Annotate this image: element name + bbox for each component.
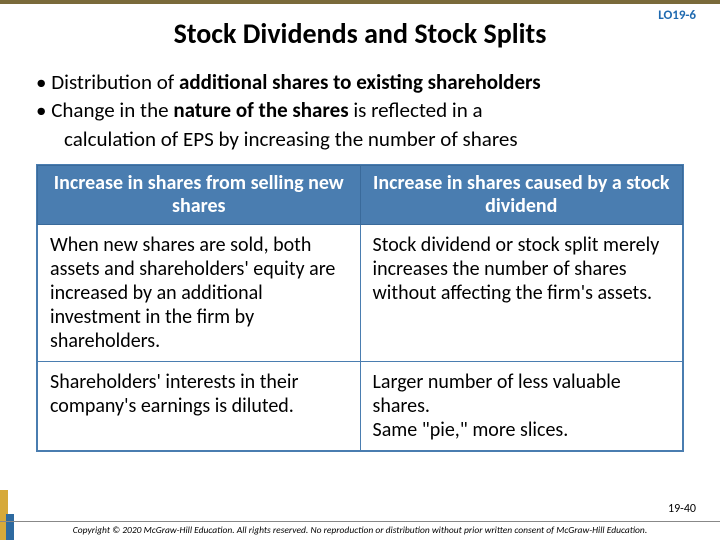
- bullet-2-prefix: • Change in the: [36, 97, 173, 123]
- bullet-2-suffix: is reflected in a: [349, 97, 483, 123]
- table-row: Shareholders' interests in their company…: [38, 361, 683, 450]
- table-cell-r2c2: Larger number of less valuable shares. S…: [360, 361, 683, 450]
- copyright-text: Copyright © 2020 McGraw-Hill Education. …: [0, 521, 720, 536]
- page-number: 19-40: [668, 502, 696, 516]
- bullet-list: • Distribution of additional shares to e…: [0, 61, 720, 164]
- top-border: [0, 0, 720, 4]
- table-header-2: Increase in shares caused by a stock div…: [360, 165, 683, 224]
- comparison-table: Increase in shares from selling new shar…: [36, 164, 684, 452]
- table-cell-r2c1: Shareholders' interests in their company…: [38, 361, 361, 450]
- table-row: When new shares are sold, both assets an…: [38, 224, 683, 361]
- bullet-1-prefix: • Distribution of: [36, 69, 179, 95]
- bullet-2: • Change in the nature of the shares is …: [36, 97, 684, 123]
- table-header-1: Increase in shares from selling new shar…: [38, 165, 361, 224]
- table-cell-r1c1: When new shares are sold, both assets an…: [38, 224, 361, 361]
- bullet-1: • Distribution of additional shares to e…: [36, 69, 684, 95]
- page-title: Stock Dividends and Stock Splits: [0, 0, 720, 61]
- bullet-2-cont: calculation of EPS by increasing the num…: [36, 126, 684, 152]
- bullet-2-bold: nature of the shares: [173, 97, 348, 123]
- slide: LO19-6 Stock Dividends and Stock Splits …: [0, 0, 720, 540]
- bullet-1-bold: additional shares to existing shareholde…: [179, 69, 541, 95]
- learning-objective: LO19-6: [658, 8, 696, 23]
- table-cell-r1c2: Stock dividend or stock split merely inc…: [360, 224, 683, 361]
